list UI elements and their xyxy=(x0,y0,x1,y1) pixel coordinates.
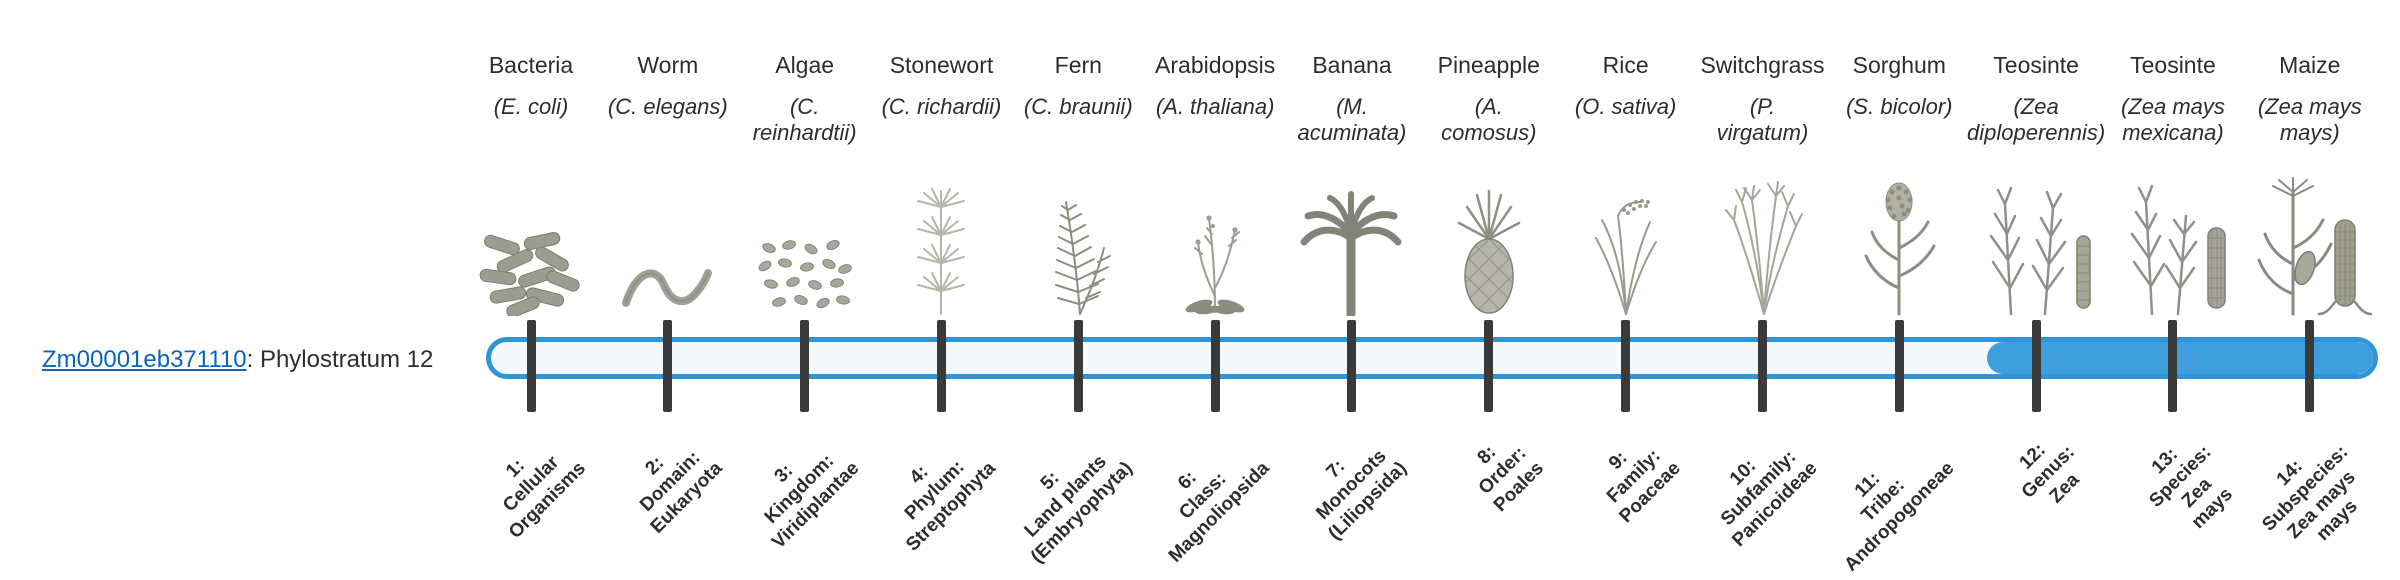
stratum-label: 10: Subfamily: Panicoideae xyxy=(1716,446,1822,551)
stratum-tick xyxy=(2168,320,2178,412)
stratum-tick xyxy=(1073,320,1083,412)
stratum-label: 3: Kingdom: Viridiplantae xyxy=(760,450,864,553)
organism-scientific-name: (A. thaliana) xyxy=(1155,93,1275,119)
organism-common-name: Switchgrass xyxy=(1700,52,1825,78)
organism-common-name: Teosinte xyxy=(1993,52,2079,78)
organism-common-name: Banana xyxy=(1312,52,1392,78)
stratum-tick xyxy=(936,320,946,412)
organism-column: Stonewort (C. richardii) xyxy=(866,52,1016,316)
stratum-tick xyxy=(1484,320,1494,412)
organism-scientific-name: (A. comosus) xyxy=(1441,93,1537,145)
stratum-tick xyxy=(2031,320,2041,412)
organism-column: Switchgrass (P. virgatum) xyxy=(1687,52,1837,316)
organism-column: Teosinte (Zea mays mexicana) xyxy=(2098,52,2248,316)
organism-common-name: Fern xyxy=(1054,52,1102,78)
stratum-tick xyxy=(526,320,536,412)
organism-common-name: Maize xyxy=(2279,52,2341,78)
stratum-label: 4: Phylum: Streptophyta xyxy=(901,456,1001,556)
organism-common-name: Arabidopsis xyxy=(1155,52,1276,78)
organism-common-name: Teosinte xyxy=(2130,52,2216,78)
stratum-tick xyxy=(1894,320,1904,412)
gene-id-link[interactable]: Zm00001eb371110 xyxy=(42,346,247,373)
organism-column: Sorghum (S. bicolor) xyxy=(1824,52,1974,316)
organism-scientific-name: (Zea mays mays) xyxy=(2257,93,2362,145)
teosinte-diploperennis-icon xyxy=(1971,176,2101,316)
switchgrass-icon xyxy=(1712,176,1812,316)
organism-scientific-name: (C. elegans) xyxy=(607,93,728,119)
organism-common-name: Stonewort xyxy=(889,52,994,78)
organism-scientific-name: (Zea diploperennis) xyxy=(1967,93,2106,145)
teosinte-mexicana-icon xyxy=(2108,176,2238,316)
stratum-label: 14: Subspecies: Zea mays mays xyxy=(2258,441,2362,546)
organism-scientific-name: (M. acuminata) xyxy=(1297,93,1407,145)
algae-icon xyxy=(755,236,855,316)
organism-column: Arabidopsis (A. thaliana) xyxy=(1140,52,1290,316)
stratum-label: 6: Class: Magnoliopsida xyxy=(1164,457,1274,567)
organism-column: Bacteria (E. coli) xyxy=(456,52,606,316)
stratum-label: 1: Cellular Organisms xyxy=(499,452,590,543)
organism-scientific-name: (Zea mays mexicana) xyxy=(2120,93,2225,145)
organism-column: Algae (C. reinhardtii) xyxy=(730,52,880,316)
organism-column: Banana (M. acuminata) xyxy=(1277,52,1427,316)
fern-icon xyxy=(1028,186,1128,316)
stratum-label: 7: Monocots (Liliopsida) xyxy=(1312,445,1411,545)
organism-column: Teosinte (Zea diploperennis) xyxy=(1961,52,2111,316)
organism-common-name: Worm xyxy=(637,52,699,78)
organism-common-name: Bacteria xyxy=(488,52,574,78)
stratum-tick xyxy=(2305,320,2315,412)
phylostratum-bar-fill xyxy=(1987,342,2373,374)
gene-label: Zm00001eb371110: Phylostratum 12 xyxy=(42,346,433,374)
bacteria-icon xyxy=(476,231,586,316)
stratum-tick xyxy=(1757,320,1767,412)
stonewort-icon xyxy=(906,181,976,316)
organism-common-name: Algae xyxy=(775,52,835,78)
organism-scientific-name: (P. virgatum) xyxy=(1716,93,1809,145)
organism-common-name: Pineapple xyxy=(1437,52,1540,78)
maize-icon xyxy=(2247,176,2373,316)
organism-column: Fern (C. braunii) xyxy=(1003,52,1153,316)
organism-common-name: Sorghum xyxy=(1852,52,1946,78)
banana-icon xyxy=(1294,176,1409,316)
organism-column: Rice (O. sativa) xyxy=(1551,52,1701,316)
arabidopsis-icon xyxy=(1173,184,1258,316)
stratum-label: 12: Genus: Zea xyxy=(2015,439,2084,508)
rice-icon xyxy=(1578,186,1673,316)
organism-scientific-name: (E. coli) xyxy=(493,93,569,119)
stratum-tick xyxy=(663,320,673,412)
organism-scientific-name: (C. braunii) xyxy=(1023,93,1133,119)
stratum-tick xyxy=(1210,320,1220,412)
stratum-label: 11: Tribe: Andropogoneae xyxy=(1839,457,1958,576)
organism-common-name: Rice xyxy=(1602,52,1649,78)
organism-scientific-name: (C. reinhardtii) xyxy=(752,93,857,145)
organism-column: Maize (Zea mays mays) xyxy=(2235,52,2385,316)
stratum-label: 5: Land plants (Embryophyta) xyxy=(1021,451,1137,568)
phylostratum-bar xyxy=(486,337,2378,379)
stratum-tick xyxy=(1347,320,1357,412)
organism-scientific-name: (O. sativa) xyxy=(1574,93,1677,119)
worm-icon xyxy=(618,251,718,316)
organism-scientific-name: (S. bicolor) xyxy=(1846,93,1953,119)
pineapple-icon xyxy=(1449,181,1529,316)
stratum-label: 2: Domain: Eukaryota xyxy=(636,447,727,538)
gene-phylostratum-text: : Phylostratum 12 xyxy=(246,346,434,373)
stratum-tick xyxy=(800,320,810,412)
stratum-label: 9: Family: Poaceae xyxy=(1602,445,1685,528)
sorghum-icon xyxy=(1854,176,1944,316)
stratum-label: 8: Order: Poales xyxy=(1473,441,1548,516)
stratum-tick xyxy=(1621,320,1631,412)
organism-scientific-name: (C. richardii) xyxy=(881,93,1002,119)
organism-column: Pineapple (A. comosus) xyxy=(1414,52,1564,316)
stratum-label: 13: Species: Zea mays xyxy=(2145,441,2237,534)
organism-column: Worm (C. elegans) xyxy=(593,52,743,316)
